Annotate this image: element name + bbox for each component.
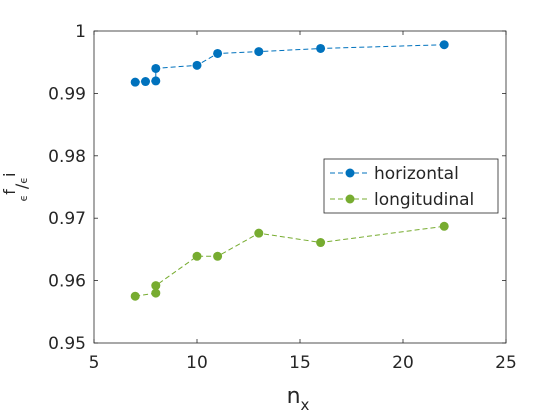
y-tick-label: 0.96 [48,272,86,292]
data-point-horizontal [151,76,161,86]
legend-marker-longitudinal [345,194,355,204]
y-axis-label: ϵf/ϵi [0,172,31,201]
y-tick-label: 0.95 [48,334,86,354]
y-axis-label-num-sub: ϵ [17,195,30,202]
legend: horizontal longitudinal [323,158,499,214]
legend-box [323,158,499,214]
data-point-horizontal [439,40,449,50]
x-axis-label-subscript: x [301,396,310,414]
x-axis-label-main: n [287,384,301,409]
x-axis-label: nx [287,384,310,414]
data-point-longitudinal [213,251,223,261]
series-layer [130,40,449,301]
legend-label-longitudinal: longitudinal [374,190,474,210]
data-point-longitudinal [130,291,140,301]
y-axis-label-slash: / [12,183,31,189]
data-point-longitudinal [151,281,161,291]
axis-ticks: 5 10 15 20 25 0.95 0.96 0.97 0.98 0.99 1 [48,22,517,373]
data-point-longitudinal [151,288,161,298]
data-point-horizontal [316,43,326,53]
data-point-horizontal [192,60,202,70]
x-tick-label: 20 [392,353,414,373]
data-point-horizontal [141,77,150,87]
data-point-horizontal [213,48,223,58]
y-axis-label-den: i [0,172,19,176]
x-tick-label: 10 [186,353,208,373]
series-horizontal [130,40,449,87]
series-line-longitudinal [135,225,445,297]
legend-label-horizontal: horizontal [374,164,459,184]
series-longitudinal [130,221,449,301]
x-tick-label: 15 [289,353,311,373]
x-tick-label: 5 [89,353,100,373]
y-axis-label-den-sub: ϵ [17,177,30,184]
data-point-horizontal [130,77,140,87]
data-point-longitudinal [254,228,264,238]
y-tick-label: 0.98 [48,147,86,167]
data-point-horizontal [151,63,161,73]
legend-marker-horizontal [345,168,355,178]
data-point-longitudinal [192,251,202,261]
y-axis-label-num: f [0,189,19,195]
y-tick-label: 0.99 [48,84,86,104]
y-tick-label: 1 [75,22,86,42]
data-point-longitudinal [439,221,449,231]
data-point-longitudinal [316,238,326,248]
y-tick-label: 0.97 [48,209,86,229]
data-point-horizontal [254,47,264,57]
x-tick-label: 25 [495,353,517,373]
